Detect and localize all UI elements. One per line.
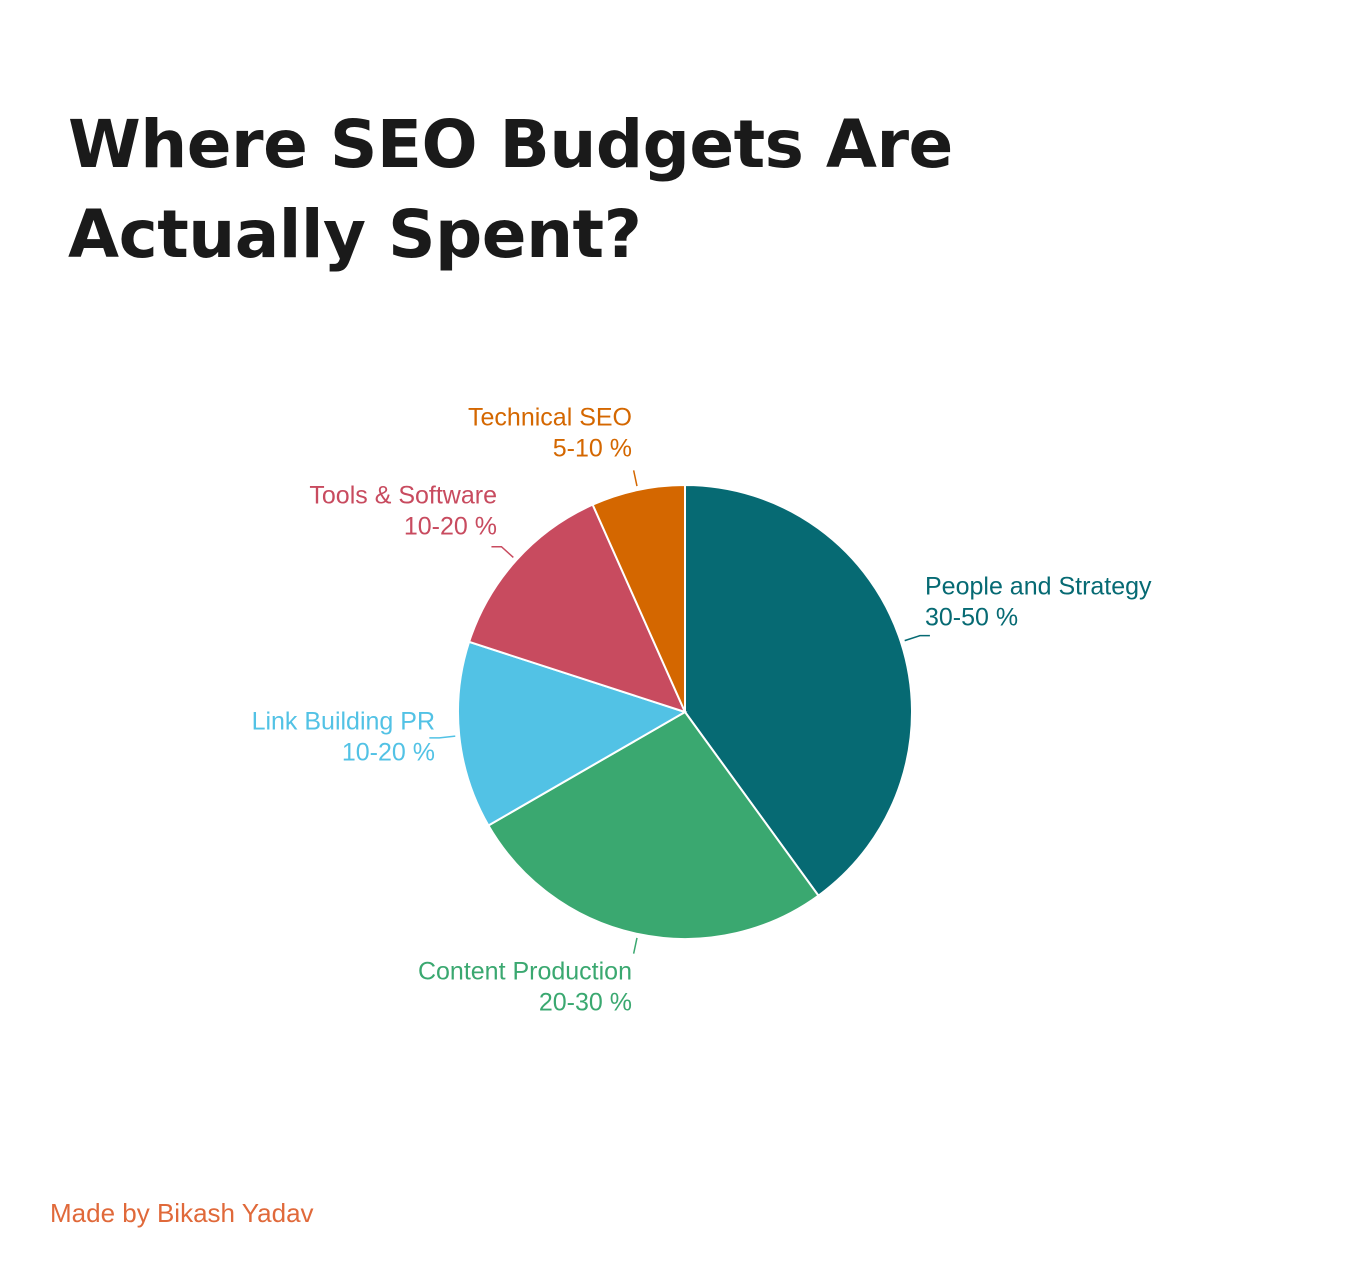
chart-title: Where SEO Budgets Are Actually Spent? <box>68 106 953 273</box>
value-label: 30-50 % <box>925 604 1018 632</box>
pie-slice <box>684 483 913 898</box>
leader-line <box>491 545 514 558</box>
value-label: 10-20 % <box>342 739 435 767</box>
pie-slice <box>487 710 820 940</box>
footer: Made by Bikash Yadav <box>50 1198 314 1228</box>
pie-slice <box>467 503 687 714</box>
leader-line <box>904 634 930 642</box>
slice-label: Tools & Software <box>309 482 497 510</box>
pie-slice <box>591 483 686 713</box>
slice-label: Content Production <box>418 958 632 986</box>
pie-slice <box>457 640 688 827</box>
value-label: 20-30 % <box>539 989 632 1017</box>
leader-line <box>429 735 456 739</box>
slice-label: Technical SEO <box>468 404 632 432</box>
leader-line <box>632 470 638 487</box>
leader-line <box>632 937 638 954</box>
value-label: 10-20 % <box>404 513 497 541</box>
slice-label: Link Building PR <box>252 708 435 736</box>
slice-label: People and Strategy <box>925 573 1152 601</box>
value-label: 5-10 % <box>553 435 632 463</box>
